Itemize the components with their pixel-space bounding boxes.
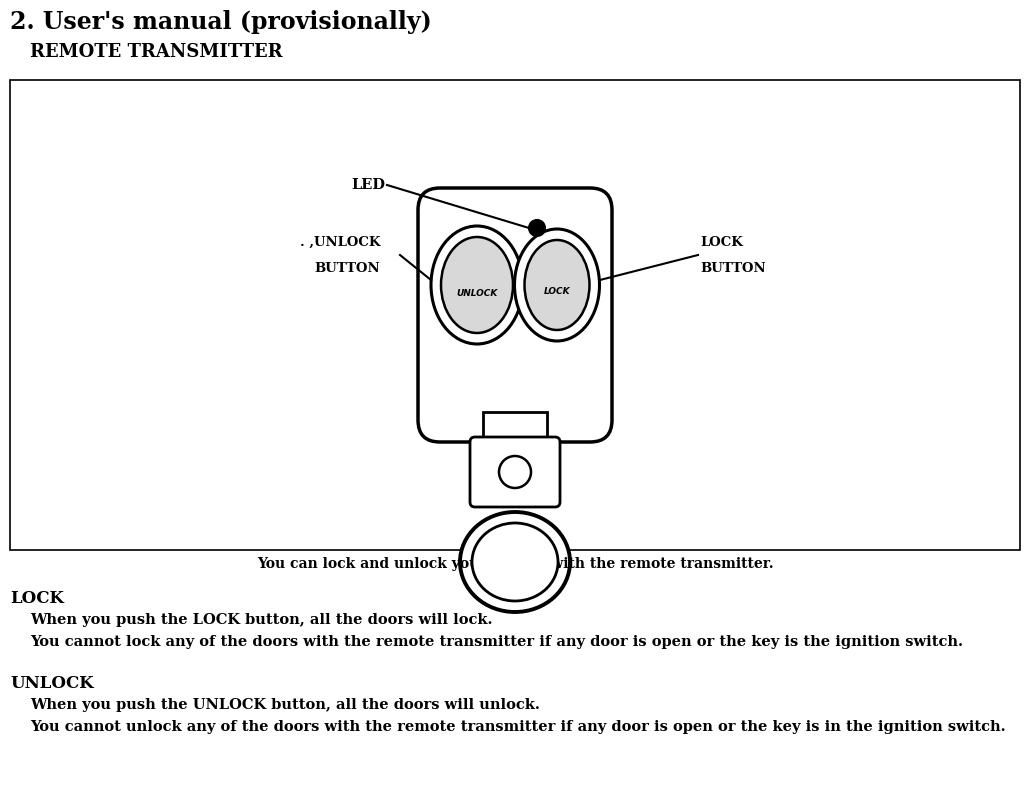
Text: You cannot lock any of the doors with the remote transmitter if any door is open: You cannot lock any of the doors with th… xyxy=(30,635,963,649)
Text: LED: LED xyxy=(351,178,385,192)
Bar xyxy=(10,80,1020,550)
Text: When you push the UNLOCK button, all the doors will unlock.: When you push the UNLOCK button, all the… xyxy=(30,698,540,712)
Text: REMOTE TRANSMITTER: REMOTE TRANSMITTER xyxy=(30,43,282,61)
Ellipse shape xyxy=(441,237,513,333)
Text: LOCK: LOCK xyxy=(543,287,570,295)
Text: You can lock and unlock your vehicle with the remote transmitter.: You can lock and unlock your vehicle wit… xyxy=(257,557,773,571)
Text: BUTTON: BUTTON xyxy=(700,262,766,275)
Ellipse shape xyxy=(525,240,590,330)
Ellipse shape xyxy=(514,229,599,341)
Text: You cannot unlock any of the doors with the remote transmitter if any door is op: You cannot unlock any of the doors with … xyxy=(30,720,1005,734)
Bar xyxy=(483,412,547,442)
Text: . ,UNLOCK: . ,UNLOCK xyxy=(300,236,380,249)
Text: When you push the LOCK button, all the doors will lock.: When you push the LOCK button, all the d… xyxy=(30,613,493,627)
Text: 2. User's manual (provisionally): 2. User's manual (provisionally) xyxy=(10,10,432,34)
Text: UNLOCK: UNLOCK xyxy=(457,288,498,298)
Circle shape xyxy=(529,220,545,236)
Text: BUTTON: BUTTON xyxy=(314,262,379,275)
FancyBboxPatch shape xyxy=(418,188,612,442)
Ellipse shape xyxy=(431,226,523,344)
Circle shape xyxy=(499,456,531,488)
FancyBboxPatch shape xyxy=(470,437,560,507)
Ellipse shape xyxy=(460,512,570,612)
Text: LOCK: LOCK xyxy=(10,590,64,607)
Text: UNLOCK: UNLOCK xyxy=(10,675,94,692)
Text: LOCK: LOCK xyxy=(700,236,743,249)
Ellipse shape xyxy=(472,523,558,601)
